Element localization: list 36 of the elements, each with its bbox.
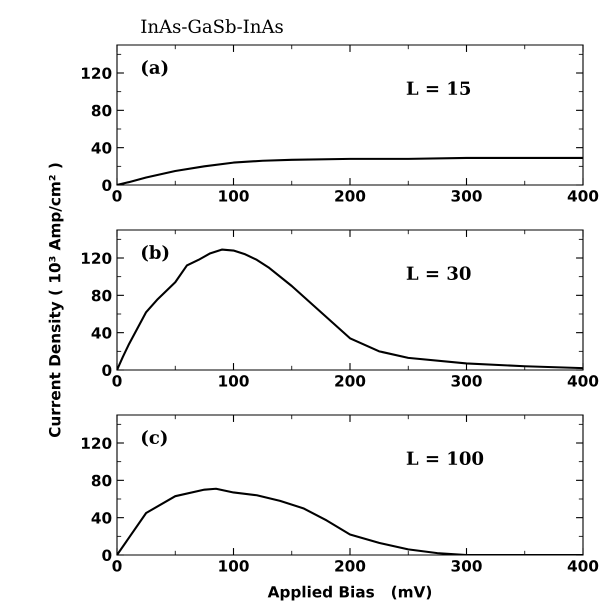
x-axis-title: Applied Bias (mV) <box>268 586 432 601</box>
y-tick-label: 120 <box>82 67 112 80</box>
x-tick-label: 200 <box>335 190 366 202</box>
x-tick-label: 300 <box>452 190 482 202</box>
x-tick-label: 0 <box>112 190 122 202</box>
x-tick-label: 200 <box>335 375 366 387</box>
y-tick-label: 0 <box>102 549 112 562</box>
y-tick-label: 40 <box>92 512 112 524</box>
y-tick-label: 120 <box>82 252 112 264</box>
y-tick-label: 0 <box>102 179 112 192</box>
y-tick-label: 80 <box>92 290 112 302</box>
annotation: L = 100 <box>406 451 484 466</box>
y-tick-label: 80 <box>92 474 112 486</box>
x-tick-label: 200 <box>335 560 366 572</box>
y-tick-label: 120 <box>82 437 112 450</box>
y-tick-label: 40 <box>92 142 112 154</box>
x-tick-label: 0 <box>112 375 122 387</box>
x-tick-label: 400 <box>568 560 598 572</box>
y-tick-label: 80 <box>92 104 112 116</box>
annotation: (c) <box>142 430 167 447</box>
y-tick-label: 40 <box>92 327 112 339</box>
x-tick-label: 400 <box>568 375 598 387</box>
x-tick-label: 100 <box>219 560 249 572</box>
x-tick-label: 400 <box>568 190 598 202</box>
x-tick-label: 300 <box>452 560 482 572</box>
chart-title: InAs-GaSb-InAs <box>141 19 283 34</box>
annotation: (a) <box>142 60 168 77</box>
y-axis-title: Current Density ( 10³ Amp/cm² ) <box>48 163 64 438</box>
x-tick-label: 100 <box>219 190 249 202</box>
annotation: (b) <box>142 245 168 262</box>
x-tick-label: 300 <box>452 375 482 387</box>
x-tick-label: 0 <box>112 560 122 572</box>
annotation: L = 15 <box>406 81 470 96</box>
y-tick-label: 0 <box>102 364 112 376</box>
x-tick-label: 100 <box>219 375 249 387</box>
annotation: L = 30 <box>406 266 471 280</box>
